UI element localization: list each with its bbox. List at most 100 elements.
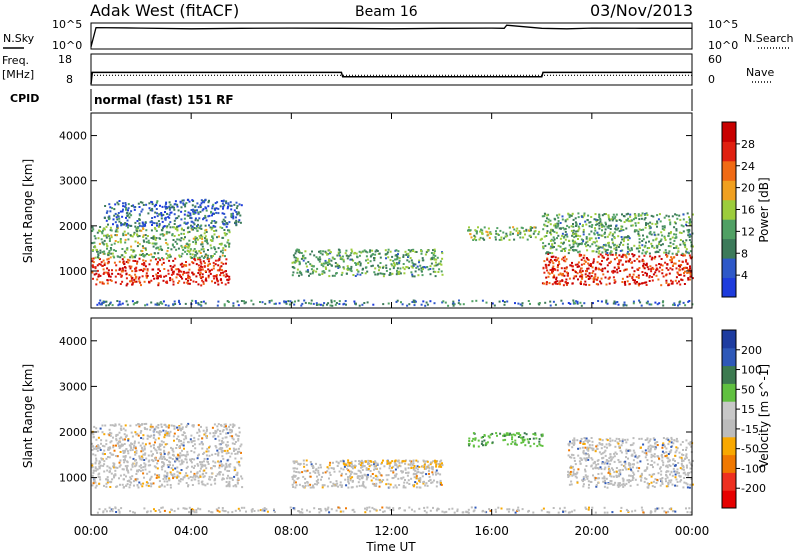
scatter-cell bbox=[385, 257, 387, 260]
scatter-cell bbox=[192, 221, 195, 224]
scatter-cell bbox=[180, 227, 183, 230]
scatter-cell bbox=[519, 231, 522, 234]
scatter-cell bbox=[605, 249, 608, 252]
scatter-cell bbox=[233, 450, 235, 452]
scatter-cell bbox=[195, 227, 198, 230]
scatter-cell bbox=[653, 233, 656, 236]
scatter-cell bbox=[176, 459, 179, 462]
scatter-cell bbox=[541, 444, 544, 447]
scatter-cell bbox=[458, 299, 460, 302]
scatter-cell bbox=[606, 446, 608, 449]
scatter-cell bbox=[665, 279, 668, 282]
scatter-cell bbox=[349, 470, 352, 473]
scatter-cell bbox=[171, 447, 174, 450]
scatter-cell bbox=[365, 467, 368, 470]
scatter-cell bbox=[603, 213, 606, 216]
scatter-cell bbox=[547, 253, 550, 255]
scatter-cell bbox=[124, 424, 127, 427]
scatter-cell bbox=[434, 270, 437, 273]
scatter-cell bbox=[420, 303, 423, 306]
scatter-cell bbox=[214, 263, 217, 266]
scatter-cell bbox=[189, 476, 192, 478]
scatter-cell bbox=[666, 263, 669, 266]
scatter-cell bbox=[675, 245, 678, 248]
scatter-cell bbox=[182, 203, 185, 206]
scatter-cell bbox=[156, 467, 159, 470]
scatter-cell bbox=[109, 441, 112, 444]
scatter-cell bbox=[199, 474, 202, 477]
scatter-cell bbox=[99, 447, 101, 450]
scatter-cell bbox=[358, 250, 361, 253]
scatter-cell bbox=[517, 232, 519, 235]
scatter-cell bbox=[644, 252, 647, 255]
scatter-cell bbox=[315, 304, 318, 306]
scatter-cell bbox=[136, 262, 138, 265]
scatter-cell bbox=[357, 263, 360, 266]
scatter-cell bbox=[340, 486, 343, 488]
scatter-cell bbox=[220, 200, 223, 202]
scatter-cell bbox=[487, 435, 490, 438]
scatter-cell bbox=[191, 465, 193, 468]
scatter-cell bbox=[199, 461, 201, 464]
scatter-cell bbox=[239, 445, 242, 448]
scatter-cell bbox=[329, 461, 332, 464]
scatter-cell bbox=[596, 276, 599, 279]
scatter-cell bbox=[182, 476, 185, 479]
scatter-cell bbox=[397, 477, 400, 480]
scatter-cell bbox=[183, 281, 186, 284]
scatter-cell bbox=[160, 443, 163, 446]
scatter-cell bbox=[117, 215, 120, 218]
scatter-cell bbox=[608, 219, 611, 222]
scatter-cell bbox=[610, 224, 612, 227]
scatter-cell bbox=[634, 214, 637, 217]
scatter-cell bbox=[315, 302, 318, 305]
scatter-cell bbox=[157, 424, 160, 426]
scatter-cell bbox=[625, 236, 628, 239]
scatter-cell bbox=[191, 225, 194, 228]
scatter-cell bbox=[623, 303, 626, 306]
scatter-cell bbox=[542, 242, 545, 245]
scatter-cell bbox=[406, 304, 409, 307]
scatter-cell bbox=[430, 257, 433, 260]
scatter-cell bbox=[573, 441, 576, 444]
scatter-cell bbox=[680, 232, 683, 234]
scatter-cell bbox=[689, 220, 691, 222]
scatter-cell bbox=[582, 452, 585, 455]
scatter-cell bbox=[99, 249, 102, 252]
y-tick-label: 4000 bbox=[59, 130, 87, 143]
scatter-cell bbox=[188, 275, 191, 278]
scatter-cell bbox=[138, 218, 141, 221]
scatter-cell bbox=[597, 268, 600, 270]
scatter-cell bbox=[674, 476, 677, 479]
scatter-cell bbox=[171, 473, 174, 476]
scatter-cell bbox=[403, 268, 406, 271]
scatter-cell bbox=[207, 276, 210, 279]
scatter-cell bbox=[429, 463, 432, 466]
scatter-cell bbox=[565, 233, 568, 236]
scatter-cell bbox=[194, 235, 197, 238]
scatter-cell bbox=[584, 446, 587, 449]
scatter-cell bbox=[678, 301, 681, 304]
scatter-cell bbox=[337, 461, 340, 464]
scatter-cell bbox=[548, 252, 551, 254]
scatter-cell bbox=[393, 474, 396, 477]
scatter-cell bbox=[202, 300, 205, 303]
scatter-cell bbox=[352, 479, 354, 482]
scatter-cell bbox=[133, 446, 135, 449]
scatter-cell bbox=[622, 479, 625, 482]
scatter-cell bbox=[574, 240, 576, 243]
scatter-cell bbox=[666, 476, 669, 479]
scatter-cell bbox=[159, 452, 162, 454]
scatter-cell bbox=[539, 444, 542, 447]
scatter-cell bbox=[112, 436, 114, 439]
scatter-cell bbox=[219, 432, 222, 435]
scatter-cell bbox=[99, 303, 102, 306]
scatter-cell bbox=[214, 281, 217, 284]
scatter-cell bbox=[96, 468, 99, 471]
scatter-cell bbox=[412, 468, 415, 471]
scatter-cell bbox=[560, 241, 563, 244]
scatter-cell bbox=[406, 266, 409, 269]
scatter-cell bbox=[561, 234, 564, 237]
scatter-cell bbox=[547, 221, 550, 224]
scatter-cell bbox=[113, 424, 116, 427]
